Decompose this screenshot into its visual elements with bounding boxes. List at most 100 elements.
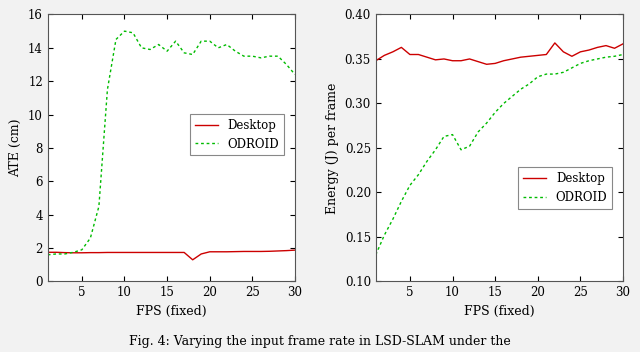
ODROID: [104, 87, 111, 92]
Desktop: [466, 57, 474, 61]
Desktop: [155, 250, 163, 254]
Desktop: [380, 53, 388, 57]
ODROID: [611, 54, 618, 58]
Desktop: [95, 251, 103, 255]
ODROID: [155, 42, 163, 46]
Desktop: [517, 55, 525, 59]
ODROID: [146, 48, 154, 52]
ODROID: [517, 87, 525, 91]
Desktop: [86, 251, 94, 255]
Desktop: [189, 258, 196, 262]
Desktop: [206, 250, 214, 254]
Desktop: [594, 45, 602, 50]
ODROID: [415, 172, 422, 177]
Desktop: [423, 55, 431, 59]
ODROID: [163, 49, 171, 53]
Line: ODROID: ODROID: [48, 31, 295, 255]
Desktop: [543, 52, 550, 57]
ODROID: [585, 59, 593, 63]
Desktop: [146, 250, 154, 254]
ODROID: [129, 31, 137, 35]
ODROID: [440, 134, 448, 138]
Desktop: [129, 250, 137, 254]
Desktop: [577, 50, 584, 54]
Desktop: [415, 52, 422, 57]
Desktop: [620, 42, 627, 46]
Desktop: [585, 48, 593, 52]
Desktop: [232, 250, 239, 254]
Y-axis label: ATE (cm): ATE (cm): [10, 119, 22, 177]
Desktop: [44, 250, 52, 254]
ODROID: [95, 204, 103, 208]
Desktop: [440, 57, 448, 61]
Desktop: [266, 249, 273, 253]
Desktop: [112, 250, 120, 254]
Desktop: [61, 251, 68, 255]
ODROID: [551, 72, 559, 76]
Desktop: [508, 57, 516, 61]
ODROID: [248, 54, 256, 58]
ODROID: [508, 94, 516, 99]
ODROID: [283, 62, 291, 67]
Legend: Desktop, ODROID: Desktop, ODROID: [190, 114, 284, 155]
Desktop: [138, 250, 145, 254]
ODROID: [70, 250, 77, 254]
ODROID: [568, 66, 576, 70]
ODROID: [120, 29, 128, 33]
ODROID: [61, 252, 68, 256]
ODROID: [214, 46, 222, 50]
ODROID: [223, 42, 230, 46]
Desktop: [534, 53, 541, 57]
ODROID: [372, 253, 380, 257]
Desktop: [180, 250, 188, 254]
ODROID: [232, 49, 239, 53]
ODROID: [406, 183, 413, 188]
Desktop: [248, 249, 256, 253]
Desktop: [197, 252, 205, 256]
ODROID: [457, 147, 465, 152]
ODROID: [577, 61, 584, 65]
Desktop: [492, 61, 499, 65]
ODROID: [431, 147, 439, 152]
Desktop: [214, 250, 222, 254]
Desktop: [274, 249, 282, 253]
Desktop: [120, 250, 128, 254]
Desktop: [291, 248, 299, 252]
Y-axis label: Energy (J) per frame: Energy (J) per frame: [326, 82, 339, 214]
Desktop: [602, 44, 610, 48]
ODROID: [492, 110, 499, 114]
ODROID: [52, 252, 60, 256]
ODROID: [180, 51, 188, 55]
ODROID: [397, 199, 405, 203]
Desktop: [611, 46, 618, 50]
ODROID: [602, 55, 610, 59]
ODROID: [197, 39, 205, 43]
ODROID: [172, 39, 179, 43]
Desktop: [163, 250, 171, 254]
Desktop: [257, 249, 265, 253]
ODROID: [559, 70, 567, 74]
ODROID: [291, 73, 299, 77]
Desktop: [483, 62, 490, 67]
Desktop: [223, 250, 230, 254]
ODROID: [466, 144, 474, 148]
Desktop: [283, 249, 291, 253]
ODROID: [112, 37, 120, 42]
ODROID: [525, 82, 533, 86]
ODROID: [206, 39, 214, 43]
ODROID: [534, 75, 541, 79]
ODROID: [240, 54, 248, 58]
Desktop: [457, 59, 465, 63]
ODROID: [44, 253, 52, 257]
Desktop: [474, 59, 482, 64]
Desktop: [104, 250, 111, 254]
ODROID: [380, 233, 388, 237]
Desktop: [406, 52, 413, 57]
Desktop: [559, 50, 567, 54]
ODROID: [86, 236, 94, 240]
Desktop: [240, 249, 248, 253]
Desktop: [431, 58, 439, 62]
Desktop: [551, 41, 559, 45]
ODROID: [449, 132, 456, 137]
Desktop: [389, 50, 397, 54]
